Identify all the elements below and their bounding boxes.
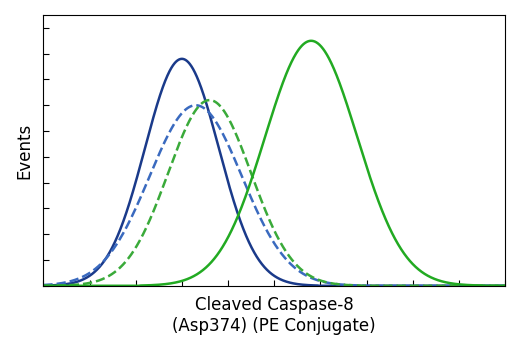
X-axis label: Cleaved Caspase-8
(Asp374) (PE Conjugate): Cleaved Caspase-8 (Asp374) (PE Conjugate… <box>173 296 376 335</box>
Y-axis label: Events: Events <box>15 122 33 178</box>
